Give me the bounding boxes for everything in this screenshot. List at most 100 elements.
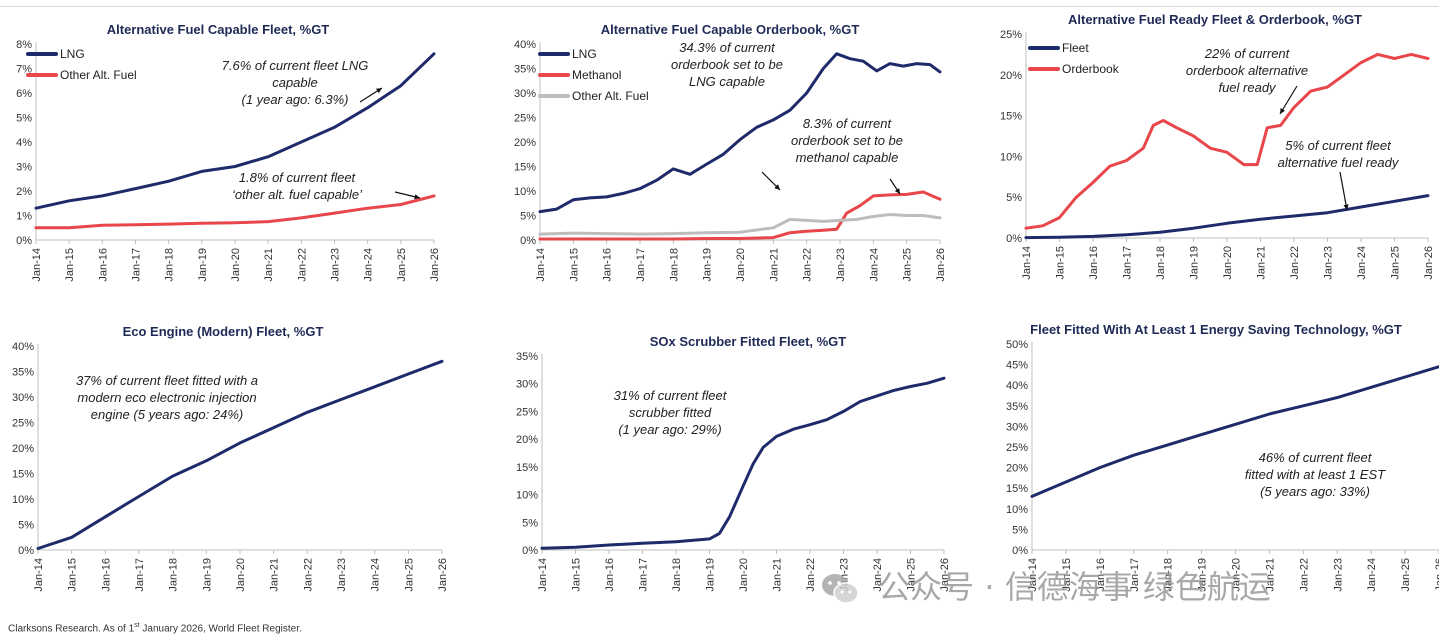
x-tick-label: Jan-25 xyxy=(396,248,408,282)
chart-title: Alternative Fuel Capable Fleet, %GT xyxy=(107,22,330,37)
annotation-text: 7.6% of current fleet LNG xyxy=(222,58,369,73)
x-tick-label: Jan-16 xyxy=(100,558,112,592)
x-tick-label: Jan-20 xyxy=(1222,246,1234,280)
x-tick-label: Jan-18 xyxy=(671,558,683,592)
y-tick-label: 15% xyxy=(516,462,538,474)
y-tick-label: 0% xyxy=(16,235,32,247)
y-tick-label: 5% xyxy=(16,113,32,125)
chart-alt-fuel-capable-fleet: Alternative Fuel Capable Fleet, %GT 0% 1% 2… xyxy=(0,14,470,314)
x-tick-label: Jan-19 xyxy=(197,248,209,282)
y-tick-label: 30% xyxy=(12,392,34,404)
arrowhead-icon xyxy=(414,194,420,200)
x-tick-label: Jan-21 xyxy=(772,558,784,592)
x-tick-label: Jan-14 xyxy=(535,248,547,282)
series-line-methanol xyxy=(538,190,942,241)
x-tick-label: Jan-23 xyxy=(1332,558,1344,592)
x-tick-label: Jan-16 xyxy=(97,248,109,282)
y-tick-label: 35% xyxy=(1006,401,1028,413)
x-tick-label: Jan-14 xyxy=(1021,246,1033,280)
y-tick-label: 15% xyxy=(1006,483,1028,495)
y-tick-label: 0% xyxy=(18,545,34,557)
annotation-arrow xyxy=(1279,85,1298,115)
y-tick-label: 20% xyxy=(12,443,34,455)
legend-label-fleet: Fleet xyxy=(1062,41,1089,55)
x-tick-label: Jan-17 xyxy=(131,248,143,282)
arrowhead-icon xyxy=(376,88,382,94)
x-tick-label: Jan-16 xyxy=(602,248,614,282)
watermark: 公众号 · 信德海事 绿色航运 xyxy=(820,562,1420,612)
y-tick-label: 50% xyxy=(1006,339,1028,351)
legend-label-lng: LNG xyxy=(60,47,85,61)
chart-title: SOx Scrubber Fitted Fleet, %GT xyxy=(650,334,847,349)
x-tick-label: Jan-24 xyxy=(872,558,884,592)
x-tick-label: Jan-18 xyxy=(668,248,680,282)
series-line-lng xyxy=(34,52,436,210)
legend-label-lng: LNG xyxy=(572,47,597,61)
annotation-text: fuel ready xyxy=(1218,80,1277,95)
series-line-main xyxy=(540,376,946,550)
x-tick-label: Jan-19 xyxy=(1189,246,1201,280)
x-tick-label: Jan-14 xyxy=(33,558,45,592)
legend-label-methanol: Methanol xyxy=(572,68,621,82)
annotation-text: orderbook set to be xyxy=(671,57,783,72)
arrowhead-icon xyxy=(774,184,780,190)
chart-title: Fleet Fitted With At Least 1 Energy Savi… xyxy=(1030,322,1402,337)
annotation-text: capable xyxy=(272,75,318,90)
y-tick-label: 25% xyxy=(12,418,34,430)
x-tick-label: Jan-20 xyxy=(235,558,247,592)
x-tick-label: Jan-26 xyxy=(935,248,947,282)
chart-svg: Alternative Fuel Ready Fleet & Orderbook… xyxy=(1000,12,1435,280)
x-tick-label: Jan-19 xyxy=(705,558,717,592)
x-tick-label: Jan-23 xyxy=(330,248,342,282)
wechat-logo-icon xyxy=(822,574,859,604)
y-tick-label: 45% xyxy=(1006,360,1028,372)
y-tick-label: 40% xyxy=(12,341,34,353)
x-tick-label: Jan-25 xyxy=(403,558,415,592)
series-line-main xyxy=(1030,365,1439,498)
chart-svg: Alternative Fuel Capable Fleet, %GT 0% 1% 2… xyxy=(16,22,441,282)
chart-eco-engine-fleet: Eco Engine (Modern) Fleet, %GT 0% 5% 10% 15%… xyxy=(0,322,470,618)
x-tick-label: Jan-17 xyxy=(1122,246,1134,280)
x-tick-label: Jan-24 xyxy=(868,248,880,282)
x-tick-label: Jan-14 xyxy=(31,248,43,282)
x-tick-label: Jan-22 xyxy=(296,248,308,282)
legend-label-orderbook: Orderbook xyxy=(1062,62,1120,76)
x-tick-label: Jan-14 xyxy=(537,558,549,592)
y-tick-label: 15% xyxy=(514,162,536,174)
x-tick-label: Jan-15 xyxy=(1055,246,1067,280)
x-tick-label: Jan-26 xyxy=(939,558,951,592)
y-tick-label: 10% xyxy=(514,186,536,198)
y-tick-label: 20% xyxy=(1000,70,1022,82)
x-tick-label: Jan-15 xyxy=(1061,558,1073,592)
y-tick-label: 35% xyxy=(514,64,536,76)
y-tick-label: 30% xyxy=(514,88,536,100)
y-tick-label: 5% xyxy=(1006,192,1022,204)
y-tick-label: 5% xyxy=(522,517,538,529)
x-tick-label: Jan-15 xyxy=(568,248,580,282)
x-tick-label: Jan-15 xyxy=(64,248,76,282)
x-tick-label: Jan-17 xyxy=(635,248,647,282)
y-tick-label: 25% xyxy=(514,113,536,125)
x-tick-label: Jan-25 xyxy=(1400,558,1412,592)
x-tick-label: Jan-22 xyxy=(1298,558,1310,592)
x-tick-label: Jan-15 xyxy=(571,558,583,592)
annotation-text: 37% of current fleet fitted with a xyxy=(76,373,258,388)
chart-svg: Eco Engine (Modern) Fleet, %GT 0% 5% 10% 15%… xyxy=(12,324,449,592)
annotation-text: alternative fuel ready xyxy=(1278,155,1400,170)
x-tick-label: Jan-24 xyxy=(363,248,375,282)
y-tick-label: 25% xyxy=(1000,29,1022,41)
x-tick-label: Jan-20 xyxy=(735,248,747,282)
chart-alt-fuel-ready-fleet-orderbook: Alternative Fuel Ready Fleet & Orderbook… xyxy=(980,12,1439,314)
series-line-other-alt-fuel xyxy=(538,213,942,236)
annotation-text: orderbook set to be xyxy=(791,133,903,148)
x-tick-label: Jan-14 xyxy=(1027,558,1039,592)
x-tick-label: Jan-18 xyxy=(168,558,180,592)
x-tick-label: Jan-19 xyxy=(201,558,213,592)
series-line-fleet xyxy=(1024,194,1430,240)
y-tick-label: 6% xyxy=(16,88,32,100)
arrowhead-icon xyxy=(1280,108,1285,114)
annotation-text: 34.3% of current xyxy=(679,40,776,55)
annotation-text: orderbook alternative xyxy=(1186,63,1308,78)
x-tick-label: Jan-20 xyxy=(230,248,242,282)
x-tick-label: Jan-21 xyxy=(768,248,780,282)
